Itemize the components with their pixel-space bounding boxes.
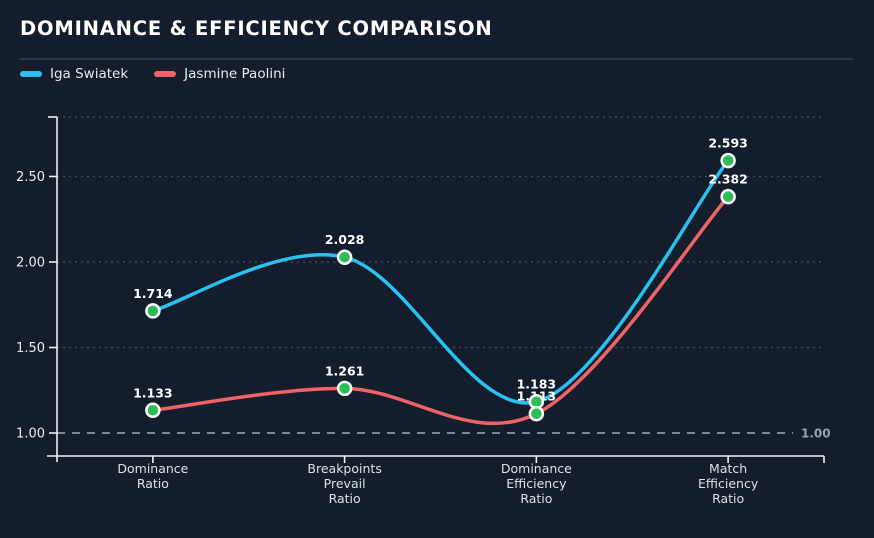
data-point-label: 1.714 bbox=[133, 286, 173, 301]
y-tick-label: 2.50 bbox=[16, 170, 45, 185]
y-tick-label: 1.00 bbox=[16, 427, 45, 442]
data-point-label: 2.382 bbox=[708, 172, 748, 187]
legend-item-iga-swiatek: Iga Swiatek bbox=[20, 66, 128, 82]
legend-swatch-icon bbox=[20, 71, 42, 77]
y-tick-label: 2.00 bbox=[16, 256, 45, 271]
reference-line-label: 1.00 bbox=[801, 427, 831, 441]
title-divider bbox=[20, 58, 853, 60]
data-point-marker bbox=[336, 380, 353, 397]
x-tick-label: Breakpoints Prevail Ratio bbox=[307, 461, 381, 506]
legend: Iga Swiatek Jasmine Paolini bbox=[20, 66, 285, 82]
legend-swatch-icon bbox=[154, 71, 177, 77]
data-point-label: 1.183 bbox=[517, 377, 557, 392]
data-point-label: 1.261 bbox=[325, 363, 365, 378]
data-point-marker bbox=[145, 402, 161, 419]
x-tick-label: Dominance Ratio bbox=[117, 461, 188, 491]
data-point-marker bbox=[720, 152, 736, 169]
series-line-iga-swiatek bbox=[151, 158, 730, 405]
data-point-marker bbox=[145, 303, 161, 319]
y-tick-label: 1.50 bbox=[16, 341, 45, 356]
data-point-marker bbox=[720, 188, 736, 205]
data-point-marker bbox=[528, 405, 545, 422]
chart-title: DOMINANCE & EFFICIENCY COMPARISON bbox=[20, 17, 493, 40]
data-point-label: 1.133 bbox=[133, 385, 173, 400]
data-point-label: 2.593 bbox=[708, 136, 748, 151]
legend-item-jasmine-paolini: Jasmine Paolini bbox=[154, 66, 285, 82]
data-point-marker bbox=[336, 249, 353, 265]
legend-label: Jasmine Paolini bbox=[184, 66, 286, 82]
series-line-jasmine-paolini bbox=[151, 194, 730, 426]
data-point-label: 2.028 bbox=[325, 232, 365, 247]
x-tick-label: Dominance Efficiency Ratio bbox=[501, 461, 572, 506]
legend-label: Iga Swiatek bbox=[50, 66, 129, 82]
x-tick-label: Match Efficiency Ratio bbox=[698, 461, 759, 506]
